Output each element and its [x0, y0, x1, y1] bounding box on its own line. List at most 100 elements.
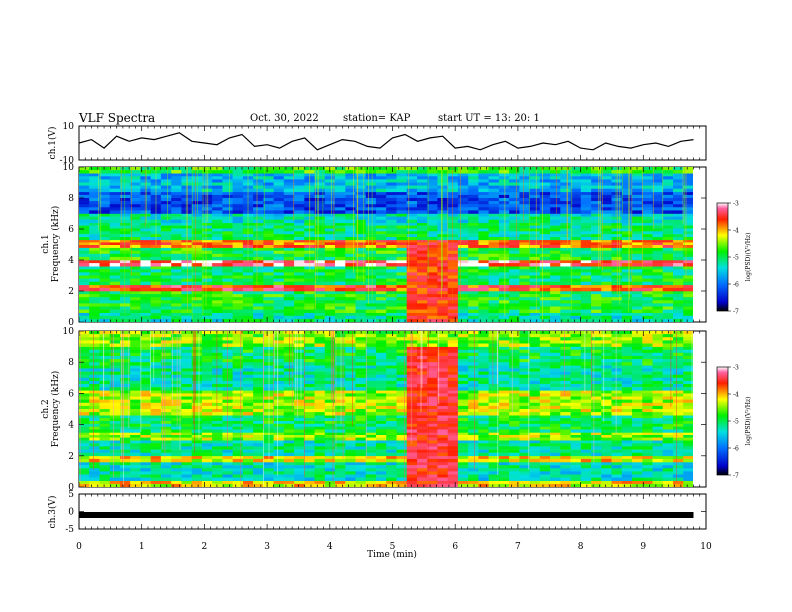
spectrogram-cell	[683, 176, 693, 180]
spectrogram-cell	[457, 303, 469, 307]
spectrogram-cell	[509, 446, 520, 450]
spectrogram-cell	[273, 446, 285, 450]
spectrogram-cell	[150, 423, 162, 427]
spectrogram-cell	[570, 198, 582, 202]
spectrogram-cell	[642, 188, 653, 193]
spectrogram-cell	[550, 443, 561, 447]
spectrogram-cell	[570, 222, 582, 226]
spectrogram-cell	[150, 284, 162, 289]
spectrogram-cell	[539, 176, 551, 180]
spectrogram-cell	[601, 396, 612, 400]
spectrogram-cell	[509, 306, 520, 310]
spectrogram-cell	[283, 253, 295, 258]
spectrogram-cell	[212, 396, 223, 400]
spectrogram-cell	[427, 306, 438, 310]
spectrogram-cell	[560, 297, 571, 301]
spectrogram-cell	[355, 312, 367, 317]
spectrogram-cell	[201, 315, 213, 320]
spectrogram-cell	[294, 213, 305, 217]
spectrogram-cell	[109, 435, 121, 438]
spectrogram-cell	[478, 409, 489, 413]
spectrogram-cell	[181, 210, 192, 214]
spectrogram-cell	[335, 179, 346, 183]
spectrogram-cell	[621, 440, 633, 444]
spectrogram-cell	[591, 287, 602, 292]
spectrogram-cell	[673, 228, 684, 232]
spectrogram-cell	[580, 440, 592, 444]
spectrogram-cell	[181, 250, 192, 255]
spectrogram-cell	[683, 204, 693, 208]
spectrogram-cell	[140, 423, 151, 427]
spectrogram-cell	[591, 429, 602, 433]
spectrogram-cell	[242, 291, 254, 295]
spectrogram-cell	[212, 272, 223, 276]
spectrogram-cell	[232, 281, 244, 286]
spectrogram-cell	[376, 449, 387, 453]
spectrogram-cell	[601, 269, 612, 273]
spectrogram-cell	[232, 312, 244, 317]
spectrogram-cell	[396, 393, 408, 397]
spectrogram-cell	[662, 455, 674, 460]
spectrogram-cell	[662, 275, 674, 279]
spectrogram-cell	[652, 309, 664, 313]
spectrogram-cell	[160, 204, 172, 208]
spectrogram-cell	[621, 201, 633, 205]
spectrogram-cell	[611, 426, 623, 430]
spectrogram-cell	[468, 396, 479, 400]
spectrogram-cell	[150, 253, 162, 258]
spectrogram-cell	[642, 306, 653, 310]
spectrogram-cell	[498, 281, 510, 286]
spectrogram-cell	[109, 239, 121, 243]
spectrogram-cell	[79, 194, 90, 199]
spectrogram-cell	[294, 437, 305, 441]
spectrogram-cell	[673, 247, 684, 251]
spectrogram-cell	[130, 207, 141, 211]
spectrogram-cell	[160, 176, 172, 180]
spectrogram-cell	[171, 287, 182, 292]
spectrogram-cell	[171, 219, 182, 224]
spectrogram-cell	[222, 253, 233, 258]
spectrogram-cell	[621, 253, 633, 258]
start-time-label: start UT = 13: 20: 1	[438, 113, 540, 124]
spectrogram-cell	[191, 269, 203, 273]
spectrogram-cell	[427, 421, 438, 425]
spectrogram-cell	[539, 260, 551, 264]
spectrogram-cell	[642, 272, 653, 276]
spectrogram-cell	[181, 237, 192, 241]
spectrogram-cell	[386, 435, 397, 438]
spectrogram-cell	[191, 297, 203, 301]
spectrogram-cell	[427, 207, 438, 211]
spectrogram-cell	[652, 225, 664, 229]
spectrogram-cell	[478, 222, 489, 226]
spectrogram-cell	[253, 291, 264, 295]
spectrogram-cell	[242, 409, 254, 413]
spectrogram-cell	[314, 253, 326, 258]
spectrogram-cell	[160, 449, 172, 453]
spectrogram-cell	[406, 432, 418, 436]
spectrogram-cell	[253, 266, 264, 270]
spectrogram-cell	[355, 402, 367, 407]
spectrogram-cell	[447, 426, 459, 430]
spectrogram-cell	[324, 182, 336, 186]
spectrogram-cell	[529, 201, 541, 205]
spectrogram-cell	[509, 474, 520, 478]
spectrogram-cell	[263, 309, 274, 313]
spectrogram-cell	[632, 281, 643, 286]
spectrogram-cell	[222, 281, 233, 286]
spectrogram-cell	[457, 440, 469, 444]
spectrogram-cell	[222, 167, 233, 171]
spectrogram-cell	[212, 309, 223, 313]
spectrogram-cell	[212, 480, 223, 485]
spectrogram-cell	[222, 191, 233, 196]
spectrogram-cell	[427, 468, 438, 472]
spectrogram-cell	[417, 225, 428, 229]
spectrogram-cell	[232, 213, 244, 217]
spectrogram-cell	[632, 421, 643, 425]
spectrogram-cell	[263, 266, 274, 270]
spectrogram-cell	[662, 390, 674, 394]
spectrogram-cell	[447, 399, 459, 403]
spectrogram-cell	[447, 306, 459, 310]
spectrogram-cell	[335, 237, 346, 241]
spectrogram-cell	[519, 284, 530, 289]
spectrogram-cell	[324, 219, 336, 224]
